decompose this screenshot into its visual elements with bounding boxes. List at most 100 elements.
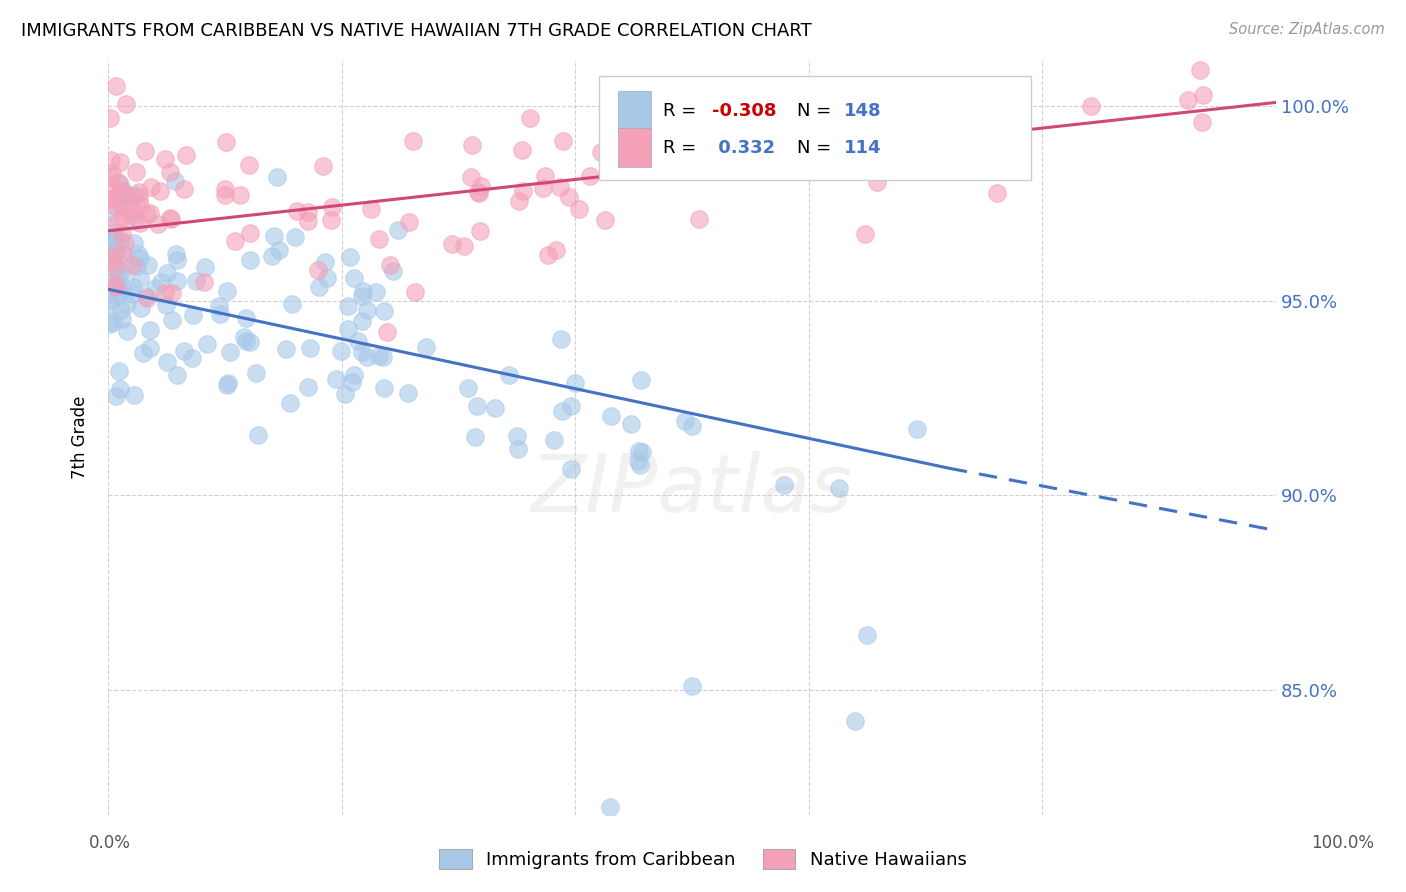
Point	[599, 799, 621, 814]
Point	[602, 126, 624, 140]
Text: N =: N =	[797, 139, 837, 157]
Point	[125, 260, 148, 274]
Point	[1177, 93, 1199, 107]
Point	[686, 120, 709, 135]
Text: 100.0%: 100.0%	[1312, 834, 1374, 852]
Point	[828, 481, 851, 495]
Point	[128, 186, 150, 200]
Point	[800, 103, 823, 117]
Point	[235, 334, 257, 349]
Point	[174, 147, 197, 161]
Point	[239, 252, 262, 267]
Point	[166, 252, 188, 267]
Point	[579, 169, 602, 183]
Point	[98, 170, 121, 185]
Point	[159, 165, 181, 179]
Point	[186, 274, 208, 288]
Point	[508, 442, 530, 456]
Point	[108, 177, 131, 191]
Point	[758, 163, 780, 178]
Point	[508, 194, 530, 209]
Point	[373, 350, 395, 364]
Point	[378, 258, 401, 272]
Point	[111, 226, 134, 240]
Point	[104, 235, 127, 249]
Point	[122, 388, 145, 402]
Point	[111, 183, 134, 197]
Point	[218, 344, 240, 359]
Point	[208, 299, 231, 313]
Point	[297, 214, 319, 228]
Point	[160, 286, 183, 301]
Point	[298, 342, 321, 356]
Point	[107, 268, 129, 282]
Point	[531, 181, 554, 195]
Point	[129, 271, 152, 285]
Point	[669, 117, 692, 131]
Point	[98, 298, 121, 312]
FancyBboxPatch shape	[619, 91, 651, 130]
Point	[387, 223, 409, 237]
Point	[149, 185, 172, 199]
Point	[551, 134, 574, 148]
Point	[104, 268, 127, 283]
Point	[166, 368, 188, 383]
FancyBboxPatch shape	[619, 128, 651, 167]
Point	[853, 227, 876, 241]
Point	[1192, 88, 1215, 103]
Point	[122, 214, 145, 228]
Point	[146, 217, 169, 231]
Point	[464, 430, 486, 444]
Point	[135, 289, 157, 303]
Point	[537, 248, 560, 262]
Text: 0.332: 0.332	[711, 139, 775, 157]
Point	[103, 233, 125, 247]
Point	[461, 137, 484, 152]
Text: ZIPatlas: ZIPatlas	[531, 451, 853, 529]
Text: Source: ZipAtlas.com: Source: ZipAtlas.com	[1229, 22, 1385, 37]
Point	[681, 418, 703, 433]
Point	[281, 297, 304, 311]
Point	[135, 291, 157, 305]
Point	[108, 191, 131, 205]
Point	[98, 111, 121, 125]
Point	[108, 382, 131, 396]
Point	[337, 322, 360, 336]
Point	[135, 207, 157, 221]
Point	[534, 169, 557, 183]
Point	[285, 203, 308, 218]
Point	[551, 404, 574, 418]
Point	[512, 184, 534, 198]
Point	[631, 445, 654, 459]
Point	[156, 355, 179, 369]
Point	[284, 230, 307, 244]
Point	[139, 180, 162, 194]
Point	[107, 288, 129, 302]
Text: N =: N =	[797, 102, 837, 120]
Point	[1080, 98, 1102, 112]
Point	[1191, 115, 1213, 129]
Point	[115, 188, 138, 202]
Point	[339, 250, 361, 264]
Point	[155, 152, 177, 166]
Point	[111, 265, 134, 279]
Point	[111, 210, 134, 224]
Point	[765, 125, 787, 139]
Point	[112, 185, 135, 199]
Point	[620, 417, 643, 432]
Point	[307, 263, 329, 277]
Point	[512, 143, 534, 157]
Point	[602, 111, 624, 125]
Text: IMMIGRANTS FROM CARIBBEAN VS NATIVE HAWAIIAN 7TH GRADE CORRELATION CHART: IMMIGRANTS FROM CARIBBEAN VS NATIVE HAWA…	[21, 22, 811, 40]
Point	[217, 378, 239, 392]
Point	[195, 337, 218, 351]
Point	[100, 153, 122, 167]
Point	[856, 627, 879, 641]
Point	[364, 285, 387, 299]
Point	[350, 289, 373, 303]
Point	[350, 314, 373, 328]
Point	[224, 234, 246, 248]
Point	[548, 180, 571, 194]
Point	[101, 231, 124, 245]
Point	[105, 242, 128, 256]
